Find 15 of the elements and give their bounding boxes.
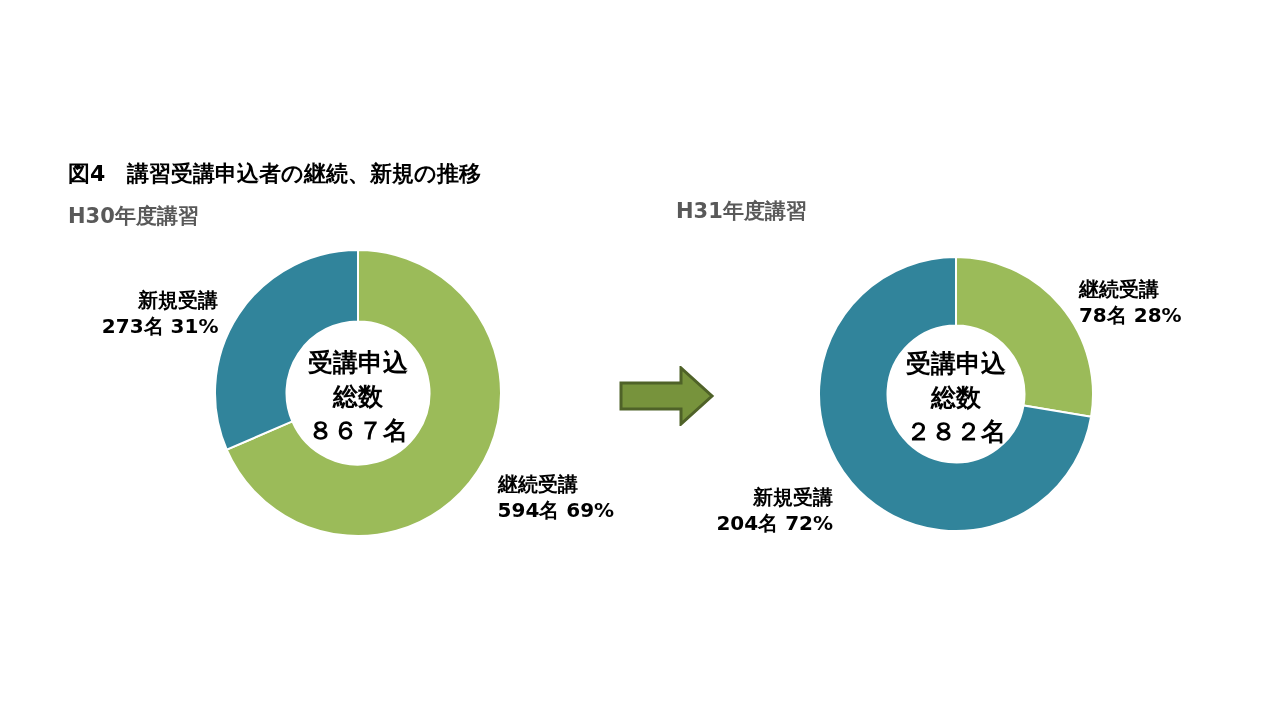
text: 受講申込総数 (308, 348, 408, 411)
chart-title: 図4 講習受講申込者の継続、新規の推移 (68, 161, 482, 186)
slice-label: 新規受講 (752, 484, 834, 509)
data-label: 204名 72% (716, 510, 834, 535)
slice-label: 新規受講 (137, 288, 219, 313)
chart-title: H31年度講習 (676, 199, 807, 223)
slice-label: 継続受講 (496, 471, 578, 496)
chart-subtitle: H30年度講習 (68, 204, 199, 228)
data-label: 594名 69% (497, 497, 615, 522)
data-label: 273名 31% (101, 314, 219, 339)
text: ８６７名 (308, 416, 408, 445)
data-label: 78名 28% (1078, 303, 1182, 328)
slice-label: 継続受講 (1077, 277, 1159, 302)
text: ２８２名 (906, 417, 1006, 446)
text: 受講申込総数 (906, 349, 1006, 412)
